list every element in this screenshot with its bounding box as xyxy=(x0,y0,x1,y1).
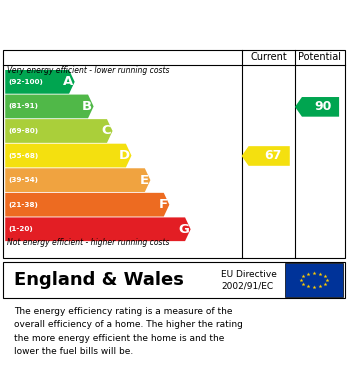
Polygon shape xyxy=(5,193,169,217)
Text: England & Wales: England & Wales xyxy=(14,271,184,289)
Text: EU Directive: EU Directive xyxy=(221,270,277,279)
Text: G: G xyxy=(179,223,189,236)
Text: (1-20): (1-20) xyxy=(8,226,33,232)
Polygon shape xyxy=(5,95,94,118)
Text: Potential: Potential xyxy=(298,52,341,62)
Polygon shape xyxy=(5,217,191,241)
Text: E: E xyxy=(140,174,149,187)
Polygon shape xyxy=(5,70,75,94)
Text: 90: 90 xyxy=(315,100,332,113)
Polygon shape xyxy=(242,146,290,166)
Text: Very energy efficient - lower running costs: Very energy efficient - lower running co… xyxy=(7,66,169,75)
Text: F: F xyxy=(159,198,168,211)
Text: Energy Efficiency Rating: Energy Efficiency Rating xyxy=(60,15,288,33)
Text: (69-80): (69-80) xyxy=(8,128,38,134)
Polygon shape xyxy=(295,97,339,117)
Text: Current: Current xyxy=(250,52,287,62)
Polygon shape xyxy=(5,168,150,192)
Text: D: D xyxy=(119,149,130,162)
Text: (92-100): (92-100) xyxy=(8,79,43,85)
Bar xyxy=(285,263,343,297)
Text: (81-91): (81-91) xyxy=(8,104,38,109)
Text: The energy efficiency rating is a measure of the
overall efficiency of a home. T: The energy efficiency rating is a measur… xyxy=(14,307,243,356)
Text: C: C xyxy=(102,124,111,138)
Text: (21-38): (21-38) xyxy=(8,202,38,208)
Text: Not energy efficient - higher running costs: Not energy efficient - higher running co… xyxy=(7,238,169,247)
Text: (55-68): (55-68) xyxy=(8,152,38,159)
Text: (39-54): (39-54) xyxy=(8,177,38,183)
Text: 2002/91/EC: 2002/91/EC xyxy=(221,282,273,291)
Polygon shape xyxy=(5,119,112,143)
Text: B: B xyxy=(82,100,92,113)
Text: A: A xyxy=(63,75,73,88)
Text: 67: 67 xyxy=(264,149,281,163)
Polygon shape xyxy=(5,144,132,167)
